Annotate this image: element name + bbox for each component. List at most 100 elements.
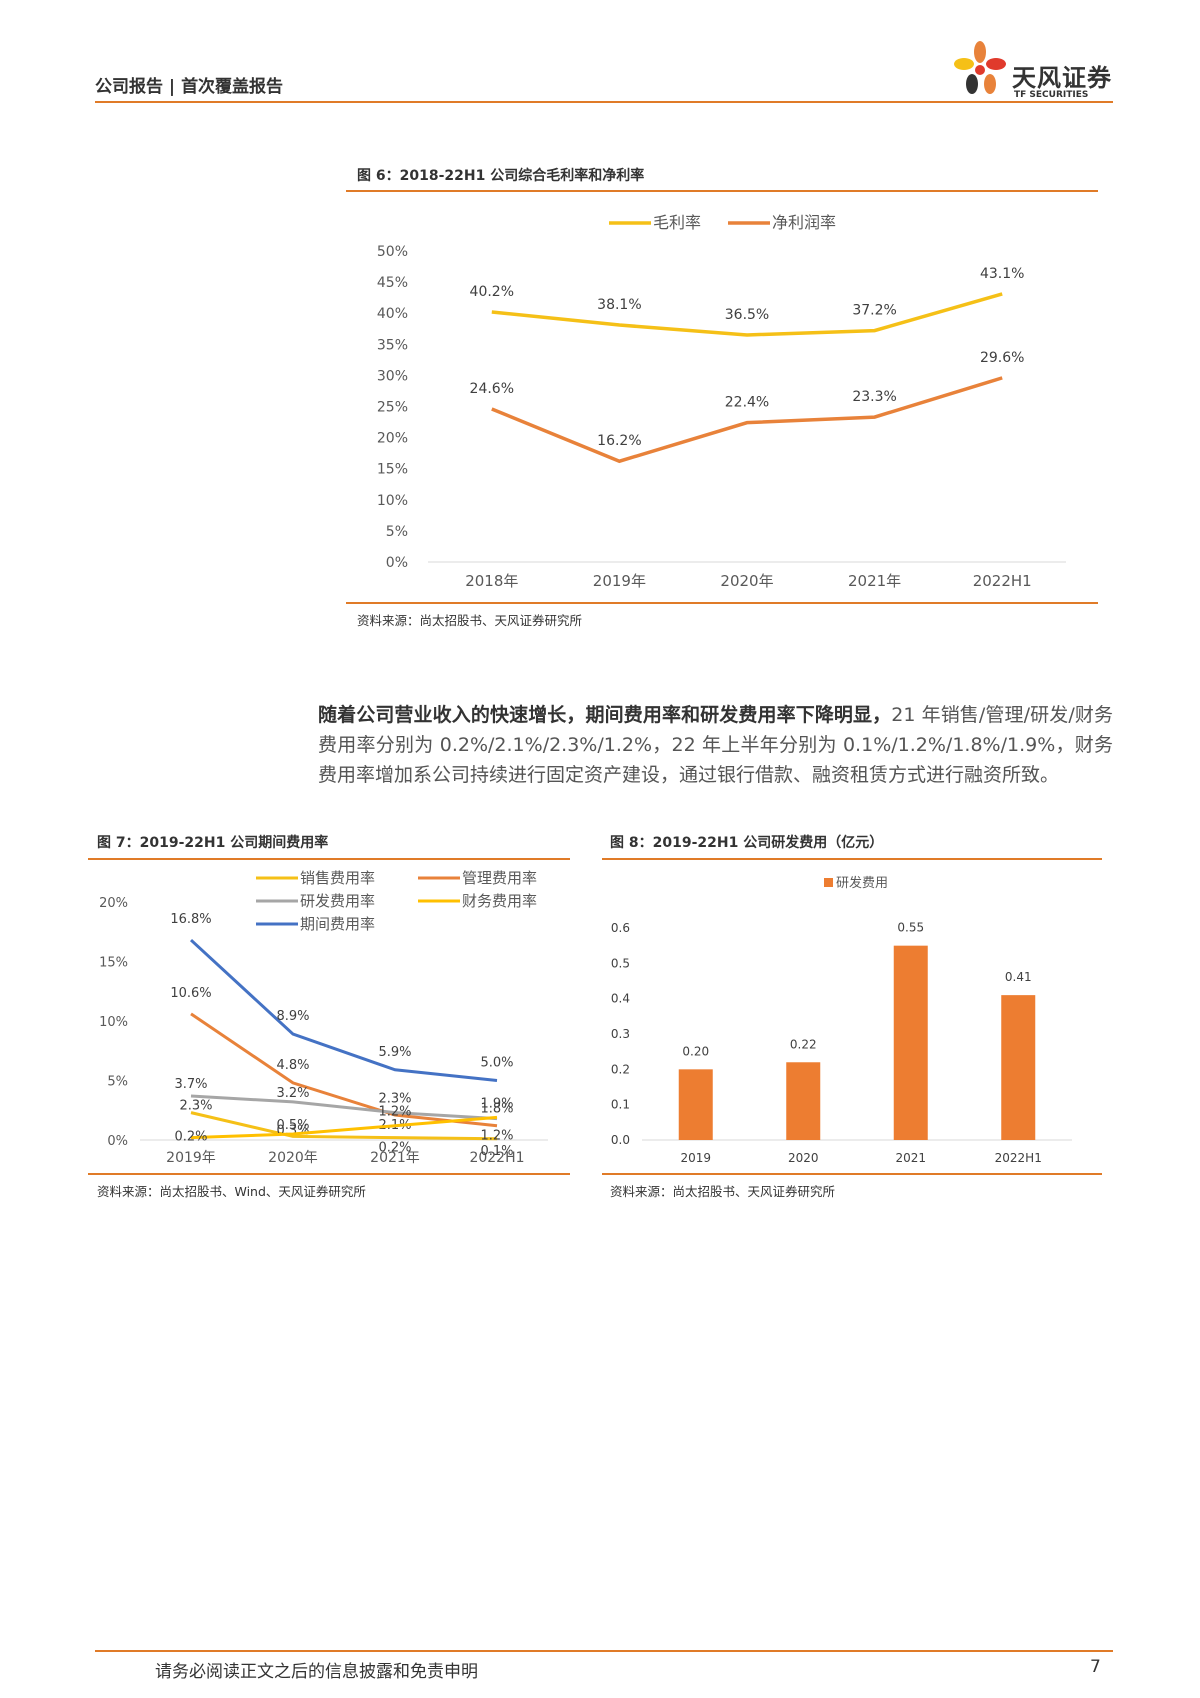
y-tick-label: 40% xyxy=(377,306,408,322)
bar-2019 xyxy=(678,1069,713,1140)
y-tick-label: 0.2 xyxy=(611,1062,630,1076)
y-tick-label: 35% xyxy=(377,337,408,353)
x-tick-label: 2022H1 xyxy=(995,1151,1042,1165)
x-tick-label: 2021年 xyxy=(370,1150,420,1166)
data-label: 0.55 xyxy=(897,921,924,935)
series-line-5 xyxy=(189,938,498,1082)
data-label: 2.3% xyxy=(179,1099,212,1114)
y-tick-label: 20% xyxy=(99,896,128,911)
x-tick-label: 2021年 xyxy=(848,572,901,590)
x-tick-label: 2018年 xyxy=(465,572,518,590)
page-number: 7 xyxy=(1090,1657,1101,1677)
data-label: 40.2% xyxy=(470,284,514,300)
fig8-top-rule xyxy=(602,858,1102,860)
y-tick-label: 0% xyxy=(386,555,408,571)
data-label: 16.8% xyxy=(170,912,211,927)
x-tick-label: 2021 xyxy=(895,1151,926,1165)
tf-logo: 天风证券 TF SECURITIES xyxy=(950,38,1120,104)
fig7-bottom-rule xyxy=(88,1173,570,1175)
body-paragraph: 随着公司营业收入的快速增长，期间费用率和研发费用率下降明显，21 年销售/管理/… xyxy=(318,700,1113,790)
y-tick-label: 50% xyxy=(377,244,408,260)
footer-disclaimer: 请务必阅读正文之后的信息披露和免责申明 xyxy=(155,1662,478,1682)
data-label: 5.0% xyxy=(480,1056,513,1071)
header-divider xyxy=(95,101,1113,103)
header-separator: | xyxy=(168,77,182,97)
data-label: 29.6% xyxy=(980,350,1024,366)
report-header: 公司报告 | 首次覆盖报告 xyxy=(95,72,283,97)
y-tick-label: 15% xyxy=(99,956,128,971)
data-label: 0.22 xyxy=(790,1037,817,1051)
paragraph-bold: 随着公司营业收入的快速增长，期间费用率和研发费用率下降明显， xyxy=(318,704,892,726)
logo-name: 天风证券 xyxy=(1012,64,1112,92)
data-label: 1.9% xyxy=(480,1096,513,1111)
legend-label: 毛利率 xyxy=(653,213,701,232)
data-label: 3.2% xyxy=(276,1086,309,1101)
report-subtype: 首次覆盖报告 xyxy=(181,77,284,97)
y-tick-label: 20% xyxy=(377,431,408,447)
data-label: 5.9% xyxy=(378,1045,411,1060)
data-label: 24.6% xyxy=(470,381,514,397)
x-tick-label: 2022H1 xyxy=(469,1150,524,1166)
legend-label: 期间费用率 xyxy=(300,915,375,933)
y-tick-label: 0.0 xyxy=(611,1133,630,1147)
x-tick-label: 2019年 xyxy=(166,1150,216,1166)
bar-2020 xyxy=(786,1062,821,1140)
legend-label: 管理费用率 xyxy=(462,869,537,887)
legend-label: 研发费用 xyxy=(836,875,888,891)
data-label: 8.9% xyxy=(276,1009,309,1024)
data-label: 38.1% xyxy=(597,297,641,313)
y-tick-label: 45% xyxy=(377,275,408,291)
fig6-top-rule xyxy=(346,190,1098,192)
fig7-top-rule xyxy=(88,858,570,860)
fig6-source: 资料来源：尚太招股书、天风证券研究所 xyxy=(357,613,583,628)
fig7-title: 图 7：2019-22H1 公司期间费用率 xyxy=(97,835,329,851)
data-label: 23.3% xyxy=(852,389,896,405)
data-label: 43.1% xyxy=(980,266,1024,282)
bar-2022H1 xyxy=(1001,995,1036,1140)
y-tick-label: 0.6 xyxy=(611,921,630,935)
legend-label: 研发费用率 xyxy=(300,892,375,910)
fig7-source: 资料来源：尚太招股书、Wind、天风证券研究所 xyxy=(97,1184,366,1199)
y-tick-label: 5% xyxy=(107,1075,128,1090)
series-line-2 xyxy=(190,1012,498,1128)
series-line-4 xyxy=(190,1115,498,1140)
y-tick-label: 0% xyxy=(107,1134,128,1149)
logo-subname: TF SECURITIES xyxy=(1014,90,1089,100)
fig8-bottom-rule xyxy=(602,1173,1102,1175)
data-label: 1.2% xyxy=(480,1129,513,1144)
x-tick-label: 2019年 xyxy=(593,572,646,590)
paragraph-text: 21 年销售/管理/研发/财务费用率分别为 0.2%/2.1%/2.3%/1.2… xyxy=(318,704,1113,786)
report-type: 公司报告 xyxy=(95,77,163,97)
data-label: 16.2% xyxy=(597,433,641,449)
y-tick-label: 25% xyxy=(377,400,408,416)
data-label: 1.8% xyxy=(480,1102,513,1117)
legend-label: 销售费用率 xyxy=(300,869,375,887)
x-tick-label: 2020 xyxy=(788,1151,819,1165)
fig6-chart: 0% 5% 10% 15% 20% 25% 30% 35% 40% 45% 50% 2018年 2019… xyxy=(377,213,1066,590)
data-label: 22.4% xyxy=(725,395,769,411)
data-label: 0.1% xyxy=(480,1144,513,1159)
fig8-source: 资料来源：尚太招股书、天风证券研究所 xyxy=(610,1184,836,1199)
flower-logo-icon xyxy=(954,41,1006,94)
legend-label: 财务费用率 xyxy=(462,892,537,910)
data-label: 0.2% xyxy=(174,1130,207,1145)
fig8-chart: 0.0 0.1 0.2 0.3 0.4 0.5 0.6 0.20 2019 0.22 2020 0.5… xyxy=(611,875,1072,1165)
y-tick-label: 0.3 xyxy=(611,1027,630,1041)
data-label: 4.8% xyxy=(276,1058,309,1073)
fig6-bottom-rule xyxy=(346,602,1098,604)
y-tick-label: 5% xyxy=(386,524,408,540)
y-tick-label: 10% xyxy=(377,493,408,509)
series-line-3 xyxy=(190,1094,498,1121)
data-label: 37.2% xyxy=(852,303,896,319)
data-label: 0.5% xyxy=(276,1118,309,1133)
y-tick-label: 0.1 xyxy=(611,1098,630,1112)
footer-divider xyxy=(95,1650,1113,1652)
y-tick-label: 15% xyxy=(377,462,408,478)
legend-swatch xyxy=(824,878,833,887)
data-label: 0.41 xyxy=(1005,970,1032,984)
fig6-title: 图 6：2018-22H1 公司综合毛利率和净利率 xyxy=(357,168,645,184)
y-tick-label: 0.4 xyxy=(611,992,630,1006)
data-label: 1.2% xyxy=(378,1105,411,1120)
data-label: 0.20 xyxy=(682,1044,709,1058)
data-label: 0.2% xyxy=(378,1141,411,1156)
